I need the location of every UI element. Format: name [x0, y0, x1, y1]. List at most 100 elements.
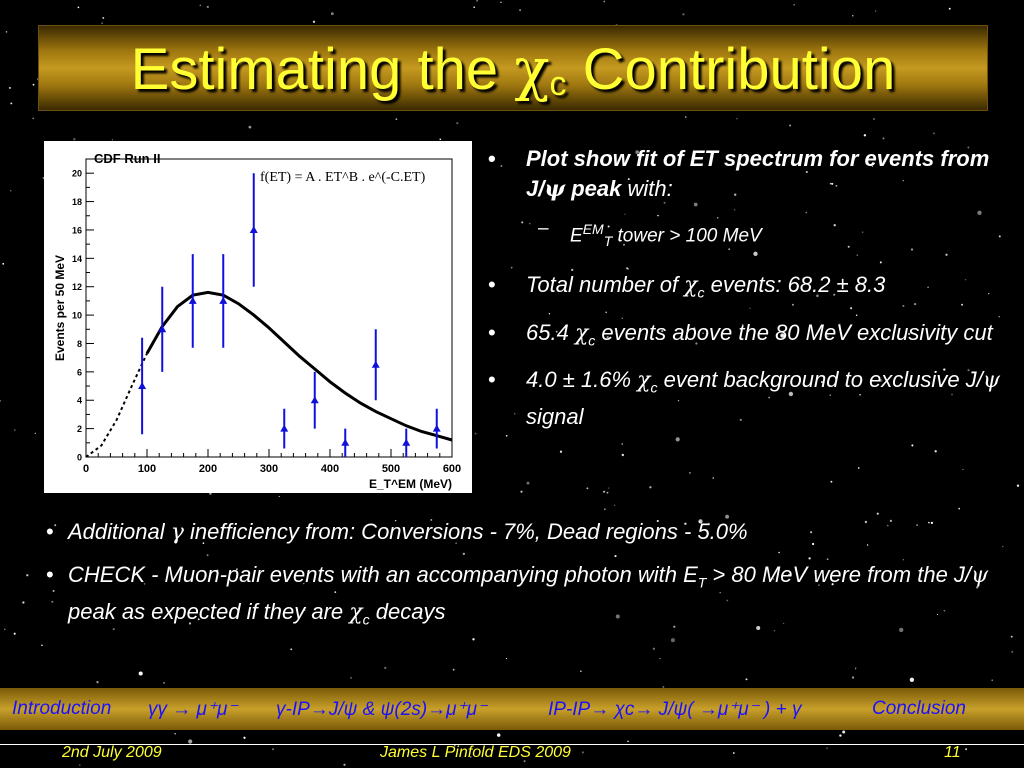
star: [548, 313, 551, 315]
star: [399, 531, 401, 534]
star: [54, 524, 57, 527]
star: [693, 327, 696, 330]
star: [330, 12, 334, 16]
bullet-check: • CHECK - Muon-pair events with an accomp…: [46, 562, 989, 628]
fit-curve: [145, 290, 453, 442]
star: [943, 368, 946, 371]
y-tick-label: 2: [77, 424, 82, 434]
star: [102, 16, 105, 19]
star: [902, 558, 905, 561]
star: [52, 589, 55, 592]
star: [430, 518, 433, 521]
nav-introduction[interactable]: Introduction: [12, 698, 112, 719]
star: [988, 292, 990, 295]
star: [206, 5, 209, 9]
star: [847, 245, 850, 248]
point-marker: [341, 438, 350, 446]
x-tick-label: 400: [321, 463, 339, 475]
star: [855, 667, 857, 669]
star: [725, 514, 730, 519]
star: [621, 317, 623, 319]
star: [22, 601, 25, 604]
nav-gammagamma-mumu[interactable]: γγ → μ⁺μ⁻: [148, 699, 238, 720]
nav-conclusion[interactable]: Conclusion: [872, 698, 966, 719]
star: [415, 607, 418, 610]
slide-title: Estimating the χc Contribution: [130, 35, 896, 103]
star: [948, 7, 951, 10]
star: [879, 261, 882, 264]
star: [833, 224, 836, 227]
star: [702, 332, 704, 335]
bullet-background: • 4.0 ± 1.6% χc event background to exclu…: [488, 366, 1001, 430]
star: [961, 303, 964, 306]
plot-frame: [85, 158, 453, 458]
bullet-above-cut: • 65.4 χc events above the 80 MeV exclusi…: [488, 319, 993, 348]
data-point: [341, 428, 350, 457]
nav-gamma-ip-jpsi[interactable]: γ-IP→J/ψ & ψ(2s)→μ⁺μ⁻: [276, 699, 488, 720]
star: [932, 132, 935, 135]
star: [663, 201, 666, 204]
star: [111, 139, 114, 141]
star: [930, 521, 934, 525]
star: [772, 578, 775, 580]
star: [4, 628, 6, 631]
star: [943, 609, 946, 612]
fit-formula: f(ET) = A . ET^B . e^(-C.ET): [260, 170, 426, 185]
star: [839, 323, 841, 325]
star: [608, 487, 610, 489]
star: [439, 138, 442, 141]
footer-rule: [0, 744, 1024, 745]
star: [2, 262, 5, 265]
footer-page-number: 11: [944, 744, 961, 761]
star: [470, 756, 472, 758]
point-marker: [158, 325, 167, 333]
star: [951, 393, 953, 396]
star: [879, 379, 883, 382]
x-axis-label: E_T^EM (MeV): [369, 477, 452, 491]
y-tick-label: 10: [72, 311, 82, 321]
star: [873, 118, 875, 120]
star: [10, 102, 13, 105]
x-tick-label: 500: [382, 463, 400, 475]
star: [13, 429, 16, 431]
star: [788, 391, 794, 397]
star: [816, 294, 819, 298]
star: [831, 182, 834, 185]
star: [967, 369, 970, 372]
star: [1010, 635, 1013, 638]
bullet-fit-description: • Plot show fit of ET spectrum for events…: [488, 146, 990, 202]
star: [188, 739, 193, 744]
star: [810, 531, 813, 534]
star: [734, 193, 737, 196]
star: [578, 536, 581, 538]
star: [945, 253, 948, 256]
nav-ip-ip-chic[interactable]: IP-IP→ χc→ J/ψ( →μ⁺μ⁻ ) + γ: [548, 699, 802, 720]
y-tick-label: 14: [72, 254, 82, 264]
star: [343, 763, 346, 766]
star: [394, 519, 397, 522]
x-tick-label: 200: [199, 463, 217, 475]
star: [726, 599, 729, 602]
star: [864, 520, 868, 524]
star: [652, 647, 656, 650]
star: [826, 747, 828, 750]
point-marker: [310, 396, 319, 404]
star: [513, 413, 516, 415]
star: [278, 495, 280, 498]
star: [370, 575, 373, 578]
data-point: [310, 371, 319, 429]
title-bar: Estimating the χc Contribution: [38, 25, 988, 111]
star: [248, 125, 252, 129]
star: [624, 213, 626, 215]
star: [621, 443, 623, 445]
y-tick-label: 16: [72, 225, 82, 235]
star: [233, 527, 236, 530]
star: [857, 467, 860, 469]
star: [675, 437, 680, 442]
x-tick-label: 0: [83, 463, 89, 475]
star: [707, 522, 710, 525]
star: [902, 179, 905, 182]
star: [290, 648, 293, 651]
star: [555, 330, 558, 333]
star: [581, 751, 584, 754]
